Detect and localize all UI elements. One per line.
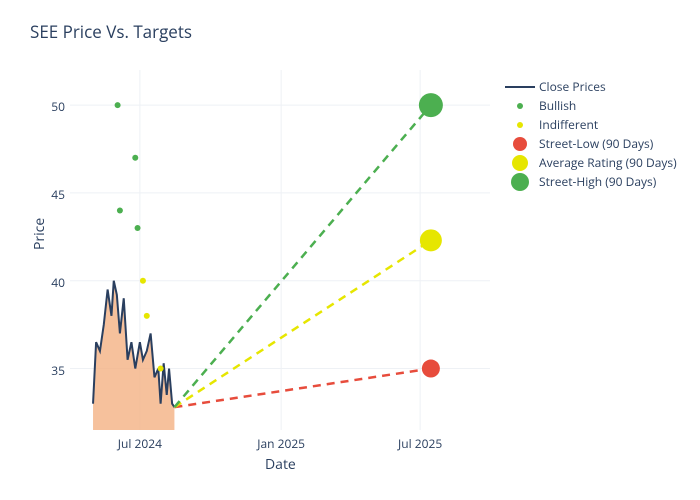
legend-label: Street-High (90 Days) <box>539 173 656 190</box>
legend-label: Bullish <box>539 97 576 114</box>
y-tick-label: 50 <box>35 98 65 115</box>
bullish-point <box>115 102 121 108</box>
x-tick-label: Jul 2024 <box>118 435 162 452</box>
legend-item[interactable]: Indifferent <box>505 115 677 134</box>
y-axis-label: Price <box>30 218 49 250</box>
chart-container: SEE Price Vs. Targets Price Date Close P… <box>0 0 700 500</box>
legend-dot-swatch <box>512 155 528 171</box>
y-tick-label: 40 <box>35 274 65 291</box>
legend-dot-swatch <box>517 122 523 128</box>
legend-dot-swatch <box>511 173 529 191</box>
x-axis-label: Date <box>265 455 296 474</box>
chart-title: SEE Price Vs. Targets <box>30 20 192 43</box>
street-low-dot <box>422 360 440 378</box>
legend-item[interactable]: Close Prices <box>505 77 677 96</box>
legend-line-swatch <box>505 86 535 88</box>
legend-label: Indifferent <box>539 116 598 133</box>
indifferent-point <box>158 366 164 372</box>
indifferent-point <box>140 278 146 284</box>
legend-item[interactable]: Street-High (90 Days) <box>505 172 677 191</box>
indifferent-point <box>144 313 150 319</box>
bullish-point <box>117 207 123 213</box>
x-tick-label: Jul 2025 <box>398 435 442 452</box>
average-rating-dot <box>420 229 442 251</box>
x-tick-label: Jan 2025 <box>257 435 305 452</box>
legend-dot-swatch <box>517 103 523 109</box>
average-rating-line <box>174 240 430 407</box>
street-high-dot <box>419 93 443 117</box>
legend-item[interactable]: Street-Low (90 Days) <box>505 134 677 153</box>
legend-label: Average Rating (90 Days) <box>539 154 677 171</box>
bullish-point <box>132 155 138 161</box>
legend-label: Street-Low (90 Days) <box>539 135 653 152</box>
legend-item[interactable]: Average Rating (90 Days) <box>505 153 677 172</box>
y-tick-label: 35 <box>35 362 65 379</box>
y-tick-label: 45 <box>35 186 65 203</box>
street-low-line <box>174 369 430 408</box>
street-high-line <box>174 105 430 407</box>
legend: Close Prices Bullish Indifferent Street-Low… <box>505 77 677 191</box>
bullish-point <box>135 225 141 231</box>
legend-dot-swatch <box>513 137 527 151</box>
plot-area <box>70 70 490 430</box>
legend-item[interactable]: Bullish <box>505 96 677 115</box>
legend-label: Close Prices <box>539 78 606 95</box>
